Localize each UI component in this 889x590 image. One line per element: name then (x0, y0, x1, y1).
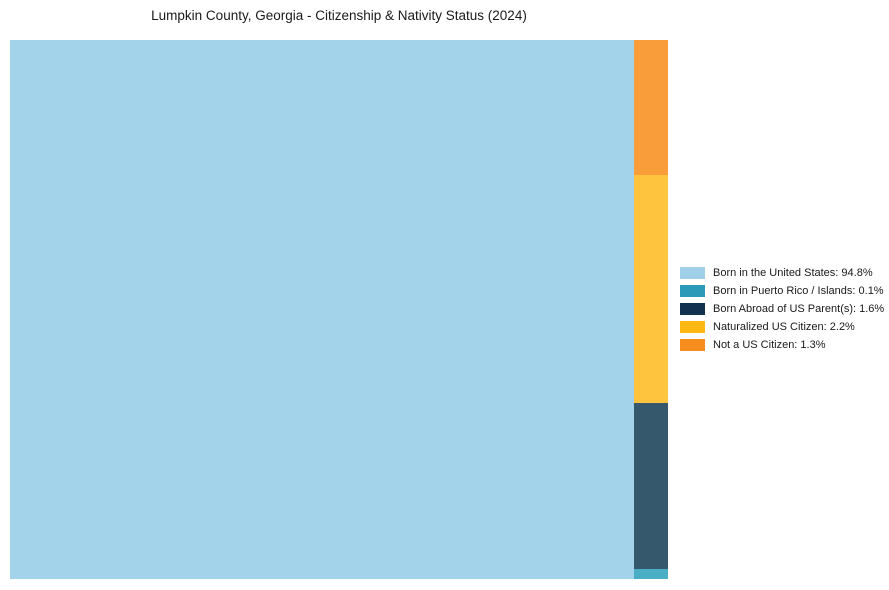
legend-label: Born in Puerto Rico / Islands: 0.1% (713, 285, 884, 297)
legend-label: Born Abroad of US Parent(s): 1.6% (713, 303, 885, 315)
legend-swatch-born-in-puerto-rico-islands (680, 285, 705, 297)
legend: Born in the United States: 94.8% Born in … (680, 264, 884, 354)
legend-swatch-born-abroad-of-us-parent-s (680, 303, 705, 315)
legend-item-not-a-us-citizen: Not a US Citizen: 1.3% (680, 336, 884, 354)
legend-item-born-in-the-united-states: Born in the United States: 94.8% (680, 264, 884, 282)
treemap-rect-born-in-the-united-states (10, 40, 634, 579)
treemap-rect-born-in-puerto-rico-islands (633, 568, 668, 579)
legend-swatch-not-a-us-citizen (680, 339, 705, 351)
treemap-rect-not-a-us-citizen (633, 40, 668, 175)
treemap-rect-naturalized-us-citizen (633, 174, 668, 403)
legend-item-born-in-puerto-rico-islands: Born in Puerto Rico / Islands: 0.1% (680, 282, 884, 300)
legend-item-born-abroad-of-us-parent-s: Born Abroad of US Parent(s): 1.6% (680, 300, 884, 318)
treemap-rect-born-abroad-of-us-parent-s (633, 402, 668, 569)
treemap-column (633, 40, 668, 579)
legend-label: Not a US Citizen: 1.3% (713, 339, 826, 351)
legend-swatch-born-in-the-united-states (680, 267, 705, 279)
chart-title: Lumpkin County, Georgia - Citizenship & … (151, 8, 527, 23)
treemap-plot (10, 40, 668, 579)
legend-item-naturalized-us-citizen: Naturalized US Citizen: 2.2% (680, 318, 884, 336)
legend-swatch-naturalized-us-citizen (680, 321, 705, 333)
legend-label: Born in the United States: 94.8% (713, 267, 873, 279)
legend-label: Naturalized US Citizen: 2.2% (713, 321, 855, 333)
